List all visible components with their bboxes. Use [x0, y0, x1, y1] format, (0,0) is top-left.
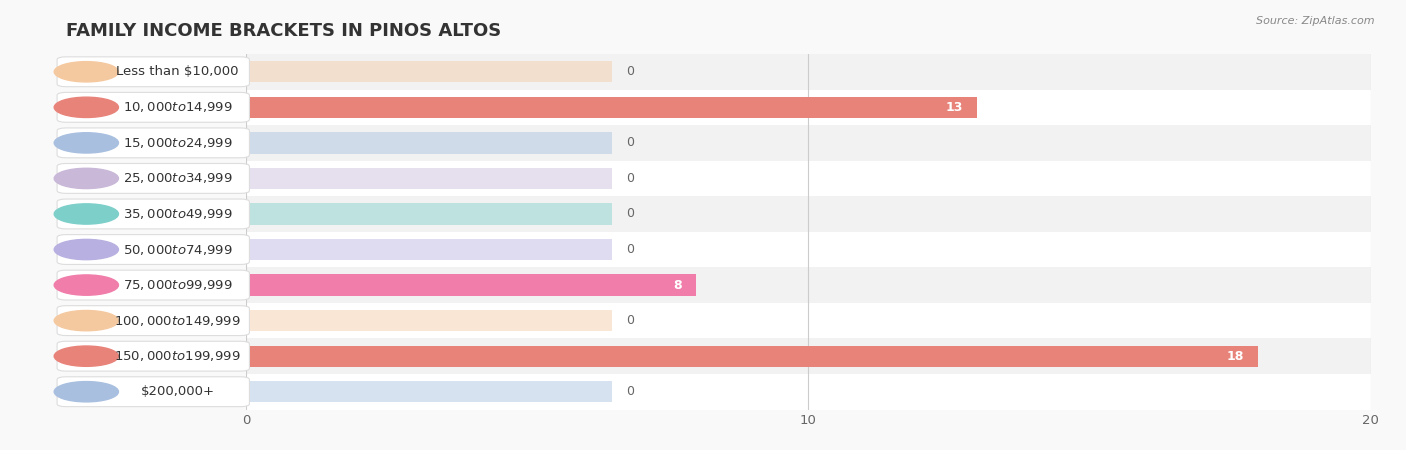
Text: 0: 0	[626, 243, 634, 256]
Bar	[246, 381, 612, 402]
Bar	[246, 374, 1371, 410]
Text: 13: 13	[946, 101, 963, 114]
Text: 0: 0	[626, 207, 634, 220]
FancyBboxPatch shape	[58, 57, 249, 87]
Bar	[246, 132, 612, 153]
Text: Source: ZipAtlas.com: Source: ZipAtlas.com	[1257, 16, 1375, 26]
Text: 8: 8	[673, 279, 682, 292]
Bar	[246, 346, 1258, 367]
Bar	[246, 161, 1371, 196]
Text: $150,000 to $199,999: $150,000 to $199,999	[114, 349, 240, 363]
Text: $200,000+: $200,000+	[141, 385, 215, 398]
Bar	[246, 310, 612, 331]
FancyBboxPatch shape	[58, 306, 249, 336]
Text: $15,000 to $24,999: $15,000 to $24,999	[122, 136, 232, 150]
Text: 0: 0	[626, 172, 634, 185]
Bar	[246, 97, 977, 118]
Bar	[246, 90, 1371, 125]
Text: 0: 0	[626, 314, 634, 327]
Text: $100,000 to $149,999: $100,000 to $149,999	[114, 314, 240, 328]
FancyBboxPatch shape	[58, 199, 249, 229]
Circle shape	[55, 204, 118, 224]
FancyBboxPatch shape	[58, 128, 249, 158]
Bar	[246, 61, 612, 82]
Circle shape	[55, 62, 118, 82]
Bar	[246, 54, 1371, 90]
FancyBboxPatch shape	[58, 234, 249, 265]
Text: FAMILY INCOME BRACKETS IN PINOS ALTOS: FAMILY INCOME BRACKETS IN PINOS ALTOS	[66, 22, 502, 40]
Text: $50,000 to $74,999: $50,000 to $74,999	[122, 243, 232, 256]
Bar	[246, 239, 612, 260]
Circle shape	[55, 133, 118, 153]
FancyBboxPatch shape	[58, 92, 249, 122]
FancyBboxPatch shape	[58, 163, 249, 194]
Text: 18: 18	[1227, 350, 1244, 363]
Circle shape	[55, 382, 118, 402]
Circle shape	[55, 168, 118, 189]
Circle shape	[55, 275, 118, 295]
Text: $10,000 to $14,999: $10,000 to $14,999	[122, 100, 232, 114]
Bar	[246, 232, 1371, 267]
Text: 0: 0	[626, 65, 634, 78]
FancyBboxPatch shape	[58, 377, 249, 407]
Bar	[246, 168, 612, 189]
Text: $25,000 to $34,999: $25,000 to $34,999	[122, 171, 232, 185]
Text: Less than $10,000: Less than $10,000	[117, 65, 239, 78]
Circle shape	[55, 97, 118, 117]
FancyBboxPatch shape	[58, 341, 249, 371]
FancyBboxPatch shape	[58, 270, 249, 300]
Text: 0: 0	[626, 385, 634, 398]
Text: 0: 0	[626, 136, 634, 149]
Bar	[246, 196, 1371, 232]
Bar	[246, 338, 1371, 374]
Circle shape	[55, 310, 118, 331]
Bar	[246, 274, 696, 296]
Text: $35,000 to $49,999: $35,000 to $49,999	[122, 207, 232, 221]
Bar	[246, 267, 1371, 303]
Bar	[246, 203, 612, 225]
Bar	[246, 125, 1371, 161]
Text: $75,000 to $99,999: $75,000 to $99,999	[122, 278, 232, 292]
Circle shape	[55, 346, 118, 366]
Circle shape	[55, 239, 118, 260]
Bar	[246, 303, 1371, 338]
